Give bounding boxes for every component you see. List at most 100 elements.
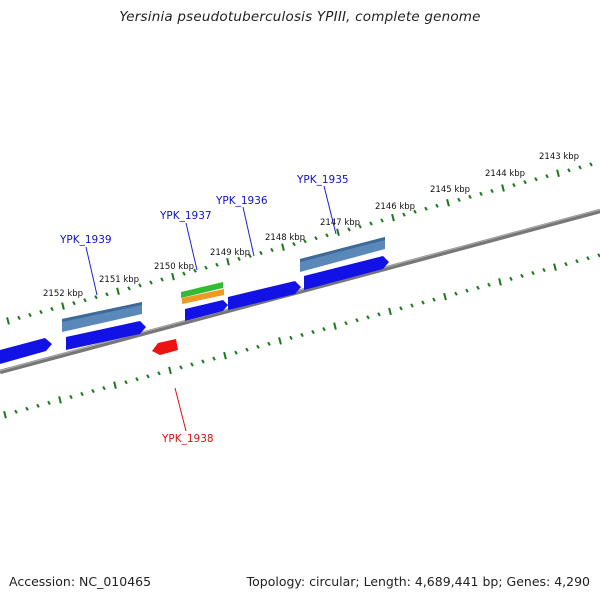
kbp-label: 2150 kbp	[154, 262, 194, 272]
feature-bar-ypk-1935[interactable]	[300, 237, 385, 272]
minor-tick	[589, 162, 593, 167]
major-tick	[171, 272, 175, 281]
minor-tick	[135, 377, 139, 382]
genome-backbone-highlight	[0, 209, 600, 372]
major-tick	[556, 169, 560, 178]
minor-tick	[325, 233, 329, 238]
gene-label-ypk-1939[interactable]: YPK_1939	[59, 234, 112, 246]
minor-tick	[314, 236, 318, 241]
kbp-label: 2146 kbp	[375, 202, 415, 212]
minor-tick	[479, 191, 483, 196]
major-tick	[223, 351, 227, 360]
minor-tick	[432, 297, 436, 302]
minor-tick	[14, 409, 18, 414]
minor-tick	[421, 300, 425, 305]
leader-line-ypk-1938	[174, 387, 187, 432]
minor-tick	[542, 267, 546, 273]
minor-tick	[567, 168, 571, 173]
minor-tick	[50, 306, 54, 312]
minor-tick	[355, 318, 359, 323]
minor-tick	[413, 209, 417, 214]
leader-line-ypk-1935	[323, 185, 337, 235]
minor-tick	[259, 250, 263, 256]
gene-arrow-ypk-1936[interactable]	[228, 281, 301, 310]
gene-arrow-ypk-1940[interactable]	[0, 338, 52, 364]
major-tick	[278, 337, 282, 345]
outer-tick-track	[6, 162, 593, 325]
gene-label-ypk-1937[interactable]: YPK_1937	[159, 210, 212, 222]
minor-tick	[234, 350, 238, 355]
minor-tick	[344, 321, 348, 326]
minor-tick	[193, 268, 197, 273]
gene-arrow-ypk-1938[interactable]	[152, 339, 178, 355]
minor-tick	[69, 394, 73, 400]
feature-bar-ypk-1939[interactable]	[62, 302, 142, 332]
feature-bar-orange[interactable]	[182, 289, 224, 304]
minor-tick	[80, 391, 84, 397]
minor-tick	[424, 206, 428, 211]
gene-arrow-ypk-1935[interactable]	[304, 256, 389, 290]
kbp-label: 2144 kbp	[485, 169, 525, 179]
major-tick	[388, 307, 392, 316]
minor-tick	[512, 183, 516, 188]
minor-tick	[578, 165, 582, 170]
kbp-label: 2145 kbp	[430, 185, 470, 195]
minor-tick	[454, 291, 458, 296]
kbp-label: 2143 kbp	[539, 152, 579, 162]
minor-tick	[509, 276, 513, 281]
minor-tick	[204, 265, 208, 270]
minor-tick	[358, 224, 362, 229]
major-tick	[553, 263, 557, 271]
leader-line-ypk-1937	[185, 222, 198, 271]
minor-tick	[300, 332, 304, 338]
minor-tick	[182, 271, 186, 276]
minor-tick	[465, 288, 469, 293]
gene-arrow-ypk-1939[interactable]	[66, 321, 146, 350]
major-tick	[6, 317, 10, 325]
major-tick	[501, 184, 505, 192]
gene-label-ypk-1935[interactable]: YPK_1935	[296, 174, 349, 186]
minor-tick	[160, 277, 164, 282]
minor-tick	[267, 341, 271, 346]
gene-leader-lines	[85, 185, 337, 432]
minor-tick	[102, 386, 106, 391]
minor-tick	[468, 194, 472, 199]
accession-text: Accession: NC_010465	[9, 574, 152, 589]
major-tick	[168, 366, 172, 375]
minor-tick	[490, 188, 494, 194]
minor-tick	[72, 301, 76, 306]
minor-tick	[292, 242, 296, 247]
kbp-label-layer: 2143 kbp 2144 kbp 2145 kbp 2146 kbp 2147…	[43, 152, 579, 299]
minor-tick	[47, 400, 51, 405]
minor-tick	[586, 256, 590, 261]
minor-tick	[17, 315, 21, 320]
kbp-label: 2151 kbp	[99, 275, 139, 285]
major-tick	[3, 410, 7, 419]
kbp-label: 2147 kbp	[320, 218, 360, 228]
minor-tick	[94, 295, 98, 300]
minor-tick	[487, 282, 491, 287]
kbp-label: 2148 kbp	[265, 233, 305, 243]
kbp-label: 2149 kbp	[210, 248, 250, 258]
minor-tick	[303, 239, 307, 244]
minor-tick	[91, 388, 95, 394]
major-tick	[281, 243, 285, 251]
major-tick	[61, 302, 65, 310]
minor-tick	[124, 380, 128, 385]
minor-tick	[146, 374, 150, 379]
minor-tick	[564, 262, 568, 267]
gene-label-ypk-1936[interactable]: YPK_1936	[215, 195, 268, 207]
minor-tick	[476, 285, 480, 290]
minor-tick	[369, 221, 373, 226]
minor-tick	[190, 362, 194, 367]
gene-arrow-ypk-1937[interactable]	[185, 300, 228, 321]
feature-bar-green[interactable]	[181, 282, 223, 298]
minor-tick	[256, 344, 260, 349]
feature-bar-ypk-1935-top	[300, 237, 385, 262]
minor-tick	[248, 253, 252, 258]
gene-label-ypk-1938[interactable]: YPK_1938	[161, 433, 214, 445]
minor-tick	[377, 312, 381, 317]
minor-tick	[127, 286, 131, 291]
